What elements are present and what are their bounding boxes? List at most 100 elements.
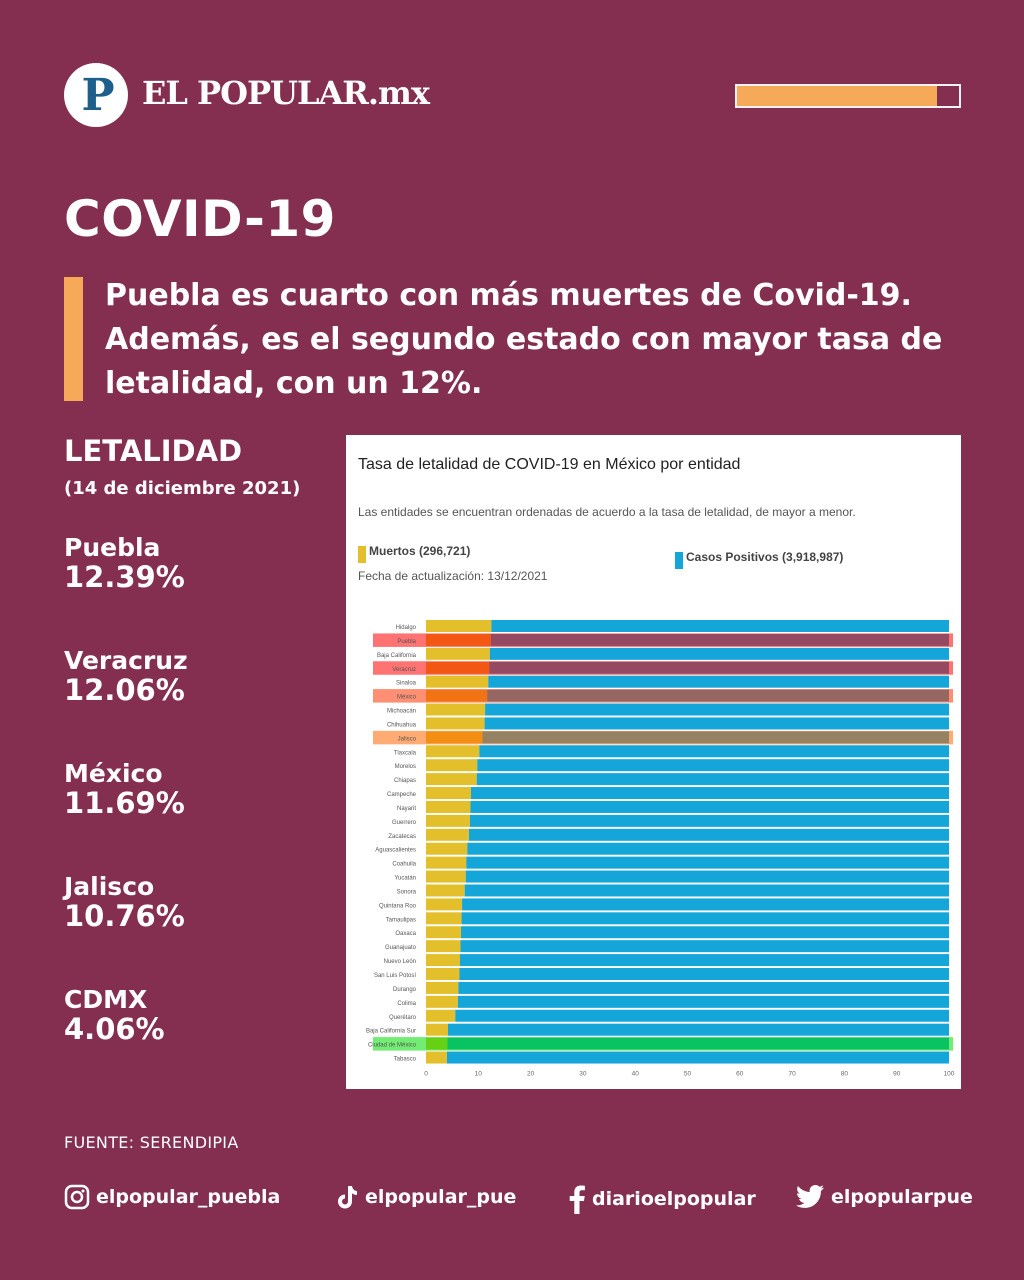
highlight-band bbox=[373, 633, 953, 647]
category-label: Oaxaca bbox=[395, 931, 416, 937]
bar-cases bbox=[484, 717, 949, 730]
bar-deaths bbox=[426, 703, 486, 716]
category-label: Sinaloa bbox=[396, 681, 417, 687]
bar-cases bbox=[467, 842, 949, 855]
legend-label: Casos Positivos (3,918,987) bbox=[686, 550, 844, 564]
bar-cases bbox=[459, 968, 949, 980]
bar-cases bbox=[464, 884, 949, 897]
x-tick-label: 60 bbox=[736, 1070, 744, 1077]
bar-deaths bbox=[426, 814, 470, 827]
x-tick-label: 40 bbox=[632, 1070, 640, 1077]
bar-cases bbox=[469, 814, 949, 827]
bar-cases bbox=[446, 1051, 949, 1064]
bar-chart: Hidalgo Puebla Baja California Veracruz Sina… bbox=[366, 620, 955, 1077]
legend-cases: Casos Positivos (3,918,987) bbox=[675, 550, 843, 569]
category-label: Baja California bbox=[377, 653, 417, 659]
bar-deaths bbox=[426, 870, 466, 883]
highlight-band bbox=[373, 661, 953, 675]
bar-deaths bbox=[426, 828, 469, 841]
progress-fill bbox=[737, 86, 937, 106]
category-label: Zacatecas bbox=[388, 834, 416, 840]
bar-deaths bbox=[426, 856, 467, 869]
bar-cases bbox=[468, 828, 949, 841]
stat-jalisco: Jalisco 10.76% bbox=[64, 873, 185, 933]
category-label: Yucatán bbox=[394, 876, 416, 882]
category-label: Tlaxcala bbox=[394, 750, 417, 756]
category-label: Hidalgo bbox=[396, 625, 417, 631]
category-label: Baja California Sur bbox=[366, 1029, 416, 1035]
bar-deaths bbox=[426, 800, 471, 813]
twitter-handle: elpopularpue bbox=[831, 1186, 973, 1208]
category-label: Puebla bbox=[397, 639, 416, 645]
bar-deaths bbox=[426, 773, 477, 786]
bar-deaths bbox=[426, 940, 461, 953]
facebook-handle: diarioelpopular bbox=[592, 1188, 756, 1210]
category-label: Veracruz bbox=[392, 667, 416, 673]
bar-deaths bbox=[426, 759, 478, 772]
logo: P bbox=[64, 63, 128, 127]
bar-cases bbox=[479, 745, 949, 758]
bar-cases bbox=[461, 912, 949, 925]
category-label: Michoacán bbox=[387, 709, 416, 715]
stat-value: 12.06% bbox=[64, 673, 185, 707]
social-facebook[interactable]: diarioelpopular bbox=[568, 1184, 756, 1214]
bar-cases bbox=[459, 954, 949, 967]
bar-deaths bbox=[426, 745, 480, 758]
stat-name: CDMX bbox=[64, 985, 148, 1014]
category-label: Guanajuato bbox=[385, 945, 417, 951]
x-tick-label: 80 bbox=[841, 1070, 849, 1077]
bar-deaths bbox=[426, 981, 459, 994]
category-label: Tabasco bbox=[394, 1057, 417, 1063]
stat-veracruz: Veracruz 12.06% bbox=[64, 646, 188, 707]
social-tiktok[interactable]: elpopular_pue bbox=[335, 1184, 516, 1210]
bar-deaths bbox=[426, 926, 462, 939]
bar-deaths bbox=[426, 898, 463, 911]
bar-cases bbox=[488, 675, 949, 688]
stat-name: México bbox=[64, 759, 163, 788]
category-label: Guerrero bbox=[392, 820, 417, 826]
lethality-date: (14 de diciembre 2021) bbox=[64, 478, 301, 499]
tiktok-icon bbox=[338, 1186, 357, 1209]
category-label: Querétaro bbox=[389, 1015, 417, 1021]
legend-swatch bbox=[358, 546, 366, 563]
tiktok-handle: elpopular_pue bbox=[365, 1186, 517, 1208]
page-title: COVID-19 bbox=[64, 190, 336, 248]
category-label: Chihuahua bbox=[387, 722, 417, 728]
headline: Puebla es cuarto con más muertes de Covi… bbox=[105, 278, 943, 401]
bar-deaths bbox=[426, 717, 485, 730]
category-label: Aguascalientes bbox=[375, 848, 416, 854]
stat-value: 10.76% bbox=[64, 899, 185, 933]
category-label: Nayarit bbox=[397, 806, 416, 812]
category-label: Morelos bbox=[395, 764, 416, 770]
bar-cases bbox=[461, 926, 949, 939]
stat-name: Veracruz bbox=[64, 646, 188, 675]
bar-cases bbox=[465, 870, 949, 883]
x-tick-label: 30 bbox=[579, 1070, 587, 1077]
bar-deaths bbox=[426, 995, 458, 1008]
social-twitter[interactable]: elpopularpue bbox=[795, 1184, 973, 1210]
category-label: Coahuila bbox=[392, 862, 416, 868]
category-label: Colima bbox=[397, 1001, 416, 1007]
bar-deaths bbox=[426, 647, 490, 660]
source: FUENTE: SERENDIPIA bbox=[64, 1133, 239, 1152]
bar-deaths bbox=[426, 884, 465, 897]
chart-update-date: Fecha de actualización: 13/12/2021 bbox=[358, 569, 548, 583]
category-label: Tamaulipas bbox=[386, 917, 416, 923]
legend-deaths: Muertos (296,721) bbox=[358, 544, 470, 563]
category-label: Quintana Roo bbox=[379, 903, 417, 909]
category-label: Ciudad de México bbox=[368, 1043, 417, 1049]
instagram-icon bbox=[64, 1184, 90, 1210]
social-instagram[interactable]: elpopular_puebla bbox=[64, 1184, 280, 1210]
highlight-band bbox=[373, 1037, 953, 1051]
x-tick-label: 90 bbox=[893, 1070, 901, 1077]
bar-cases bbox=[458, 981, 949, 994]
bar-deaths bbox=[426, 842, 468, 855]
bar-cases bbox=[457, 995, 949, 1008]
chart-panel: Tasa de letalidad de COVID-19 en México … bbox=[346, 435, 961, 1089]
bar-cases bbox=[477, 759, 949, 772]
bar-deaths bbox=[426, 1009, 456, 1022]
category-label: San Luis Potosí bbox=[374, 973, 416, 979]
category-label: Nuevo León bbox=[384, 959, 416, 965]
bar-cases bbox=[455, 1009, 949, 1022]
facebook-icon bbox=[569, 1185, 585, 1214]
